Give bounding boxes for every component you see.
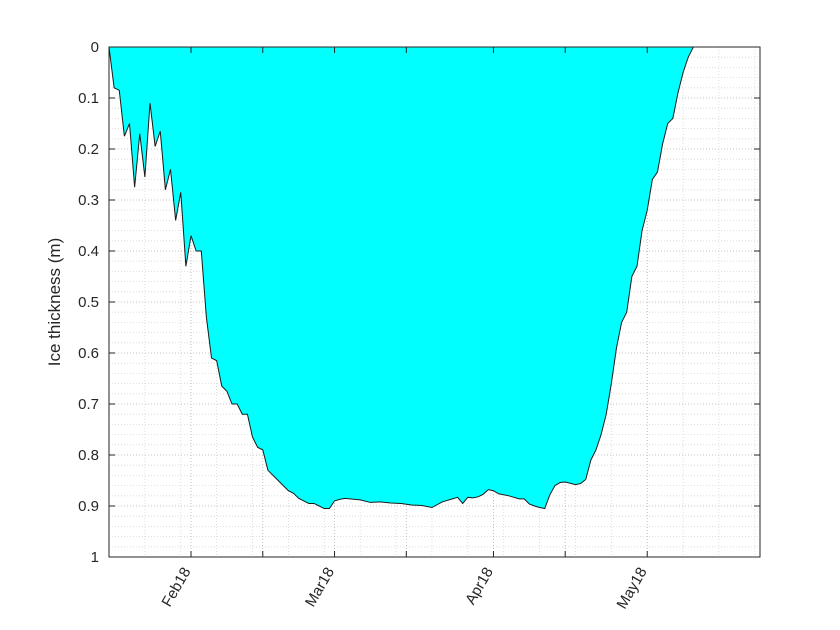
y-tick-label: 0.1	[78, 90, 99, 107]
x-tick-label: Apr18	[462, 565, 497, 608]
y-tick-label: 1	[91, 549, 99, 566]
y-tick-label: 0.5	[78, 294, 99, 311]
y-axis-label: Ice thickness (m)	[45, 238, 64, 366]
x-tick-label: Feb18	[158, 565, 194, 610]
y-tick-label: 0	[91, 39, 99, 56]
y-tick-label: 0.3	[78, 192, 99, 209]
y-tick-label: 0.2	[78, 141, 99, 158]
y-tick-label: 0.4	[78, 243, 99, 260]
ice-thickness-outline	[108, 46, 760, 510]
x-tick-label: Mar18	[302, 564, 338, 609]
y-tick-label: 0.9	[78, 498, 99, 515]
x-tick-label: May18	[613, 565, 650, 612]
ice-thickness-area	[109, 47, 760, 509]
y-axis: 0 0.1 0.2 0.3 0.4 0.5 0.6 0.7 0.8 0.9 1	[78, 39, 760, 566]
y-tick-label: 0.8	[78, 447, 99, 464]
y-tick-label: 0.7	[78, 396, 99, 413]
y-tick-label: 0.6	[78, 345, 99, 362]
